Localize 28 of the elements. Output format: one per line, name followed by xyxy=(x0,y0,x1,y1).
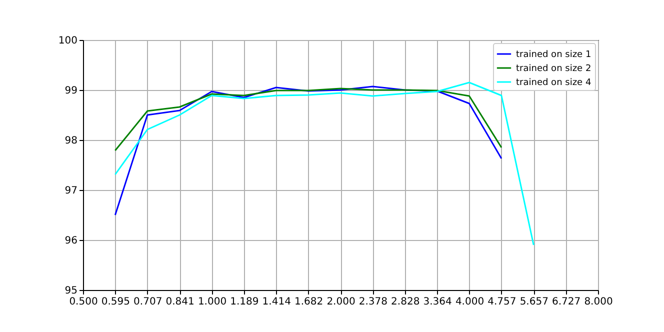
x-tick-label: 0.500 xyxy=(69,296,98,308)
x-tick-label: 1.189 xyxy=(230,296,259,308)
line-series xyxy=(114,86,502,216)
line-series xyxy=(114,88,502,152)
x-tick-label: 1.682 xyxy=(294,296,324,308)
x-tick-label: 4.757 xyxy=(488,296,516,308)
x-tick-label: 2.000 xyxy=(326,296,356,308)
legend-label: trained on size 2 xyxy=(516,64,592,74)
x-tick-label: 6.727 xyxy=(552,296,581,308)
x-tick-label: 2.828 xyxy=(391,296,420,308)
legend-label: trained on size 4 xyxy=(516,78,592,88)
x-tick-label: 1.000 xyxy=(198,296,227,308)
x-tick-label: 4.000 xyxy=(455,296,484,308)
x-tick-label: 0.595 xyxy=(101,296,130,308)
y-tick-label: 95 xyxy=(64,286,78,296)
y-tick-label: 98 xyxy=(64,136,78,146)
y-tick-label: 97 xyxy=(64,186,78,196)
x-tick-label: 1.414 xyxy=(262,296,291,308)
x-tick-label: 2.378 xyxy=(358,296,388,308)
y-tick-label: 100 xyxy=(58,36,78,46)
x-tick-label: 5.657 xyxy=(520,296,548,308)
legend-label: trained on size 1 xyxy=(516,50,592,60)
x-tick-label: 3.364 xyxy=(423,296,452,308)
x-tick-label: 0.707 xyxy=(134,296,162,308)
y-tick-label: 96 xyxy=(64,236,78,246)
y-tick-label: 99 xyxy=(64,86,78,96)
x-tick-label: 0.841 xyxy=(166,296,194,308)
x-tick-label: 8.000 xyxy=(584,296,613,308)
